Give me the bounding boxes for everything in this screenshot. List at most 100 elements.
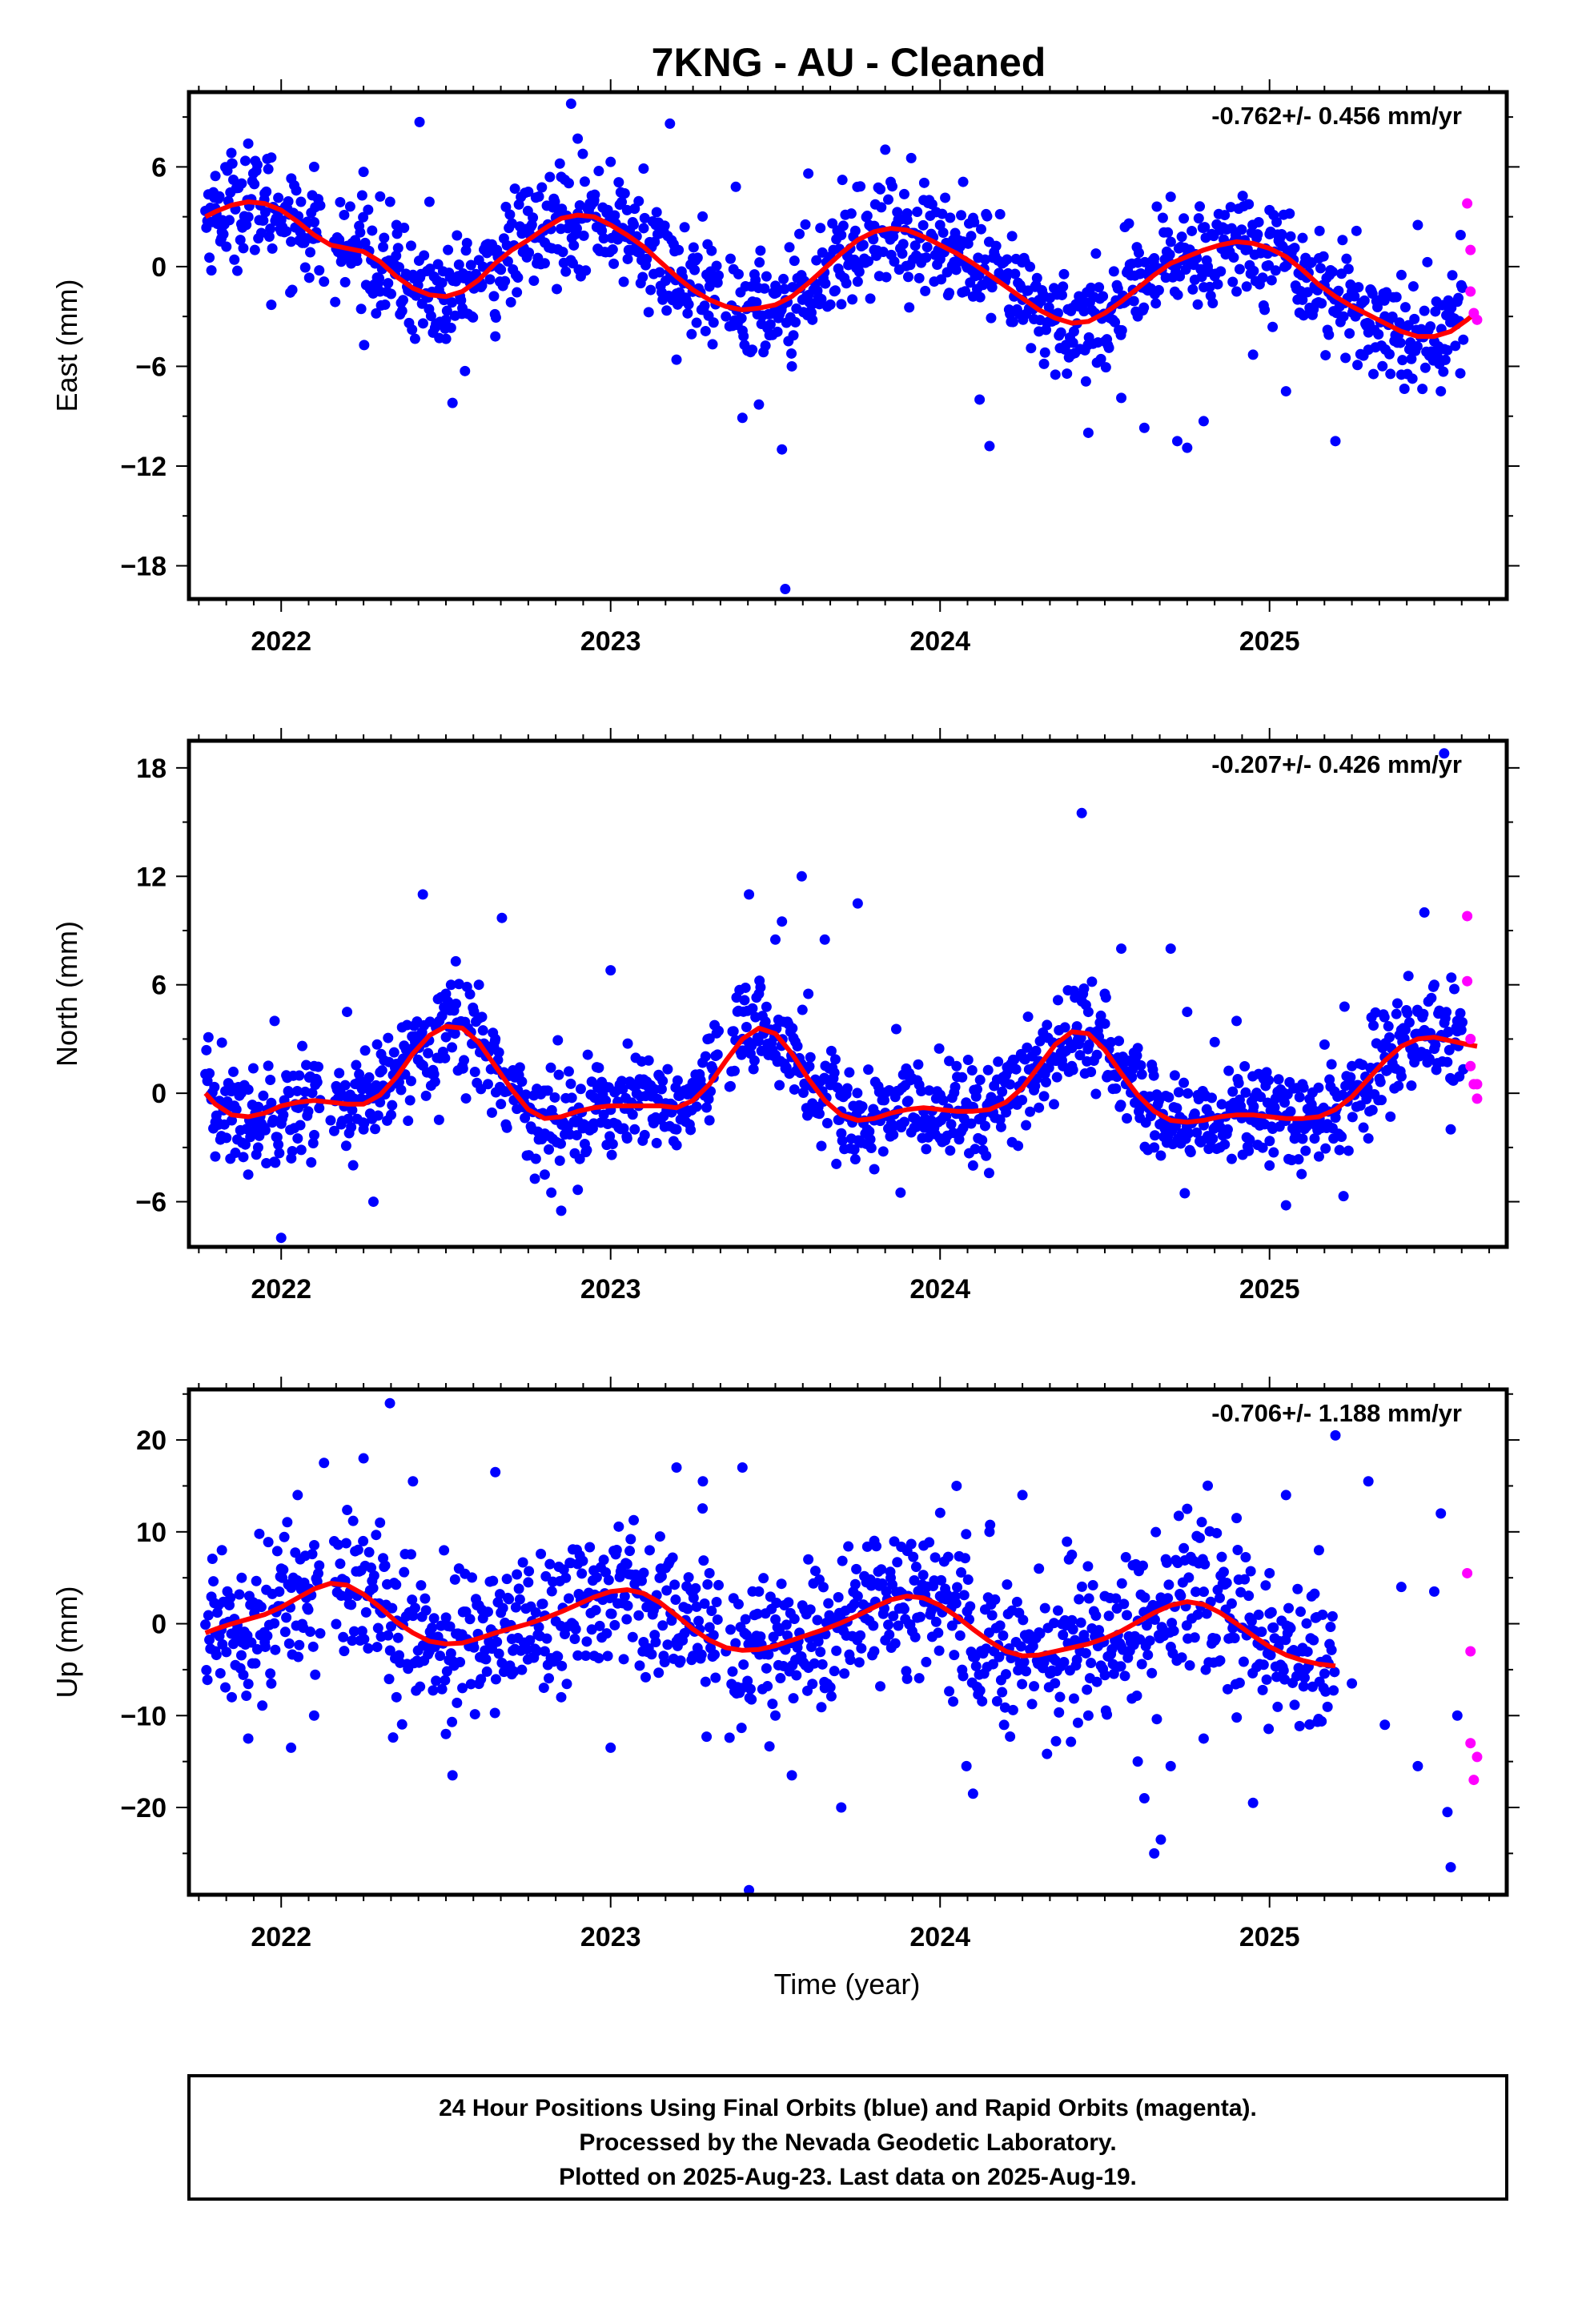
final-orbit-point xyxy=(1429,0,1439,6)
final-orbit-point xyxy=(1182,1007,1193,1018)
final-orbit-point xyxy=(1347,1678,1358,1689)
final-orbit-point xyxy=(1293,1154,1304,1165)
final-orbit-point xyxy=(764,1741,775,1752)
final-orbit-point xyxy=(386,288,397,300)
final-orbit-point xyxy=(1172,436,1182,447)
final-orbit-point xyxy=(1176,1652,1187,1663)
final-orbit-point xyxy=(556,171,567,183)
final-orbit-point xyxy=(439,1545,450,1556)
final-orbit-point xyxy=(603,1574,614,1586)
final-orbit-point xyxy=(1353,0,1363,6)
final-orbit-point xyxy=(876,202,887,213)
final-orbit-point xyxy=(816,1140,827,1152)
final-orbit-point xyxy=(1439,0,1450,6)
y-tick-label: 0 xyxy=(151,1079,167,1109)
final-orbit-point xyxy=(1355,0,1366,6)
final-orbit-point xyxy=(367,225,378,236)
final-orbit-point xyxy=(1110,1593,1122,1604)
final-orbit-point xyxy=(1070,1634,1081,1646)
final-orbit-point xyxy=(1116,1578,1127,1589)
final-orbit-point xyxy=(1295,1606,1307,1618)
y-tick-label: 20 xyxy=(136,1425,167,1456)
final-orbit-point xyxy=(572,1184,584,1196)
final-orbit-point xyxy=(1138,1793,1150,1804)
final-orbit-point xyxy=(945,1145,956,1156)
final-orbit-point xyxy=(514,1062,525,1073)
final-orbit-point xyxy=(225,1592,236,1603)
final-orbit-point xyxy=(1216,1099,1227,1110)
final-orbit-point xyxy=(1316,298,1327,309)
final-orbit-point xyxy=(1331,0,1342,6)
final-orbit-point xyxy=(203,1031,214,1043)
final-orbit-point xyxy=(930,1616,942,1627)
final-orbit-point xyxy=(975,223,986,235)
final-orbit-point xyxy=(1165,1760,1176,1771)
final-orbit-point xyxy=(627,1109,638,1120)
final-orbit-point xyxy=(1058,1630,1069,1641)
final-orbit-point xyxy=(1115,1661,1126,1672)
final-orbit-point xyxy=(661,305,673,316)
final-orbit-point xyxy=(549,1092,560,1103)
final-orbit-point xyxy=(226,158,237,169)
final-orbit-point xyxy=(1189,1632,1200,1643)
final-orbit-point xyxy=(1067,1624,1078,1635)
final-orbit-point xyxy=(484,274,496,285)
final-orbit-point xyxy=(991,1695,1002,1707)
final-orbit-point xyxy=(1407,373,1418,384)
final-orbit-point xyxy=(358,167,369,178)
final-orbit-point xyxy=(981,1643,992,1655)
final-orbit-point xyxy=(490,1033,501,1044)
final-orbit-point xyxy=(1320,350,1331,361)
final-orbit-point xyxy=(358,1453,369,1464)
final-orbit-point xyxy=(1399,302,1411,313)
final-orbit-point xyxy=(301,1059,312,1071)
final-orbit-point xyxy=(1357,1059,1368,1071)
final-orbit-point xyxy=(436,277,448,288)
final-orbit-point xyxy=(1426,992,1437,1003)
final-orbit-point xyxy=(579,176,590,187)
final-orbit-point xyxy=(898,1116,909,1128)
final-orbit-point xyxy=(1034,1563,1045,1574)
final-orbit-point xyxy=(613,177,624,188)
final-orbit-point xyxy=(387,1732,399,1743)
final-orbit-point xyxy=(1048,1099,1059,1110)
final-orbit-point xyxy=(1298,310,1309,321)
final-orbit-point xyxy=(283,195,294,207)
final-orbit-point xyxy=(1058,268,1070,279)
final-orbit-point xyxy=(1317,1609,1328,1620)
final-orbit-point xyxy=(816,294,827,305)
final-orbit-point xyxy=(1207,297,1219,308)
final-orbit-point xyxy=(1248,265,1259,276)
final-orbit-point xyxy=(266,300,277,311)
final-orbit-point xyxy=(241,219,252,231)
final-orbit-point xyxy=(449,1574,460,1585)
final-orbit-point xyxy=(747,344,758,356)
final-orbit-point xyxy=(1106,1644,1118,1655)
final-orbit-point xyxy=(488,291,500,302)
final-orbit-point xyxy=(889,1638,901,1649)
final-orbit-point xyxy=(307,1138,319,1149)
final-orbit-point xyxy=(1099,1018,1110,1029)
final-orbit-point xyxy=(1428,0,1439,6)
final-orbit-point xyxy=(950,264,962,275)
final-orbit-point xyxy=(657,1076,669,1087)
final-orbit-point xyxy=(1416,0,1427,6)
final-orbit-point xyxy=(761,1001,772,1012)
final-orbit-point xyxy=(1442,344,1453,356)
final-orbit-point xyxy=(1222,1124,1233,1135)
final-orbit-point xyxy=(482,1606,493,1618)
final-orbit-point xyxy=(1403,1017,1415,1028)
final-orbit-point xyxy=(494,1589,505,1600)
final-orbit-point xyxy=(1443,0,1454,6)
final-orbit-point xyxy=(489,1707,500,1719)
final-orbit-point xyxy=(1351,0,1361,6)
final-orbit-point xyxy=(1098,291,1109,302)
rapid-orbit-point xyxy=(1465,1033,1476,1044)
final-orbit-point xyxy=(1139,1592,1150,1603)
final-orbit-point xyxy=(1446,0,1456,6)
final-orbit-point xyxy=(1417,0,1427,6)
final-orbit-point xyxy=(602,1651,613,1662)
final-orbit-point xyxy=(204,1634,215,1646)
final-orbit-point xyxy=(877,247,889,258)
final-orbit-point xyxy=(730,1638,741,1649)
